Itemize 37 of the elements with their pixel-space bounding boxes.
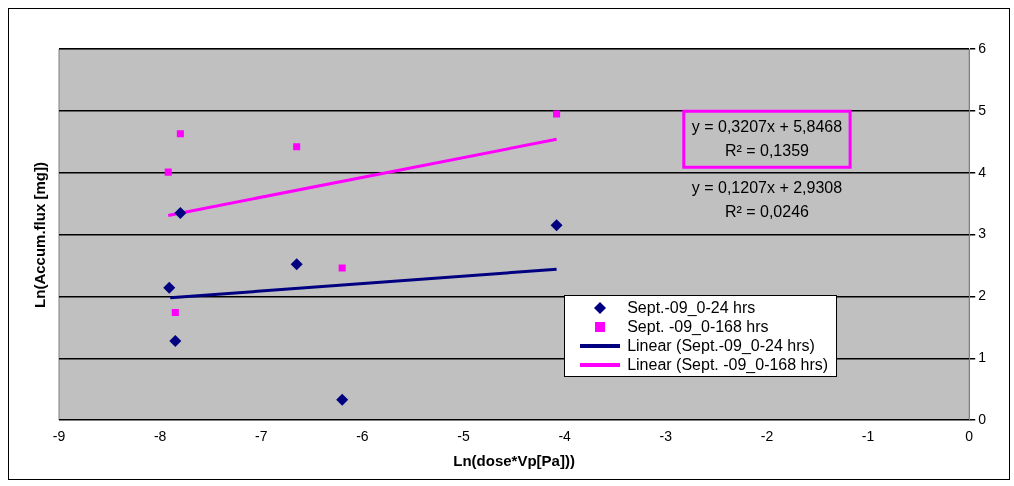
y-tick-label: 6 bbox=[978, 39, 987, 56]
annotation: y = 0,3207x + 5,8468 R² = 0,1359 bbox=[691, 117, 843, 159]
point bbox=[290, 258, 303, 271]
legend-label: Linear (Sept. -09_0-168 hrs) bbox=[627, 355, 829, 375]
y-tick-label: 4 bbox=[978, 163, 987, 180]
point bbox=[163, 281, 176, 294]
y-tick-label: 2 bbox=[978, 287, 987, 304]
x-tick-label: -4 bbox=[558, 428, 572, 445]
x-tick-label: -5 bbox=[457, 428, 470, 445]
x-axis-title: Ln(dose*Vp[Pa])) bbox=[453, 452, 575, 470]
legend-label: Sept. -09_0-168 hrs bbox=[627, 317, 769, 337]
x-tick-label: 0 bbox=[965, 428, 974, 445]
y-axis-title: Ln(Accum.flux [mg]) bbox=[30, 161, 48, 308]
legend-label: Linear (Sept.-09_0-24 hrs) bbox=[627, 336, 815, 356]
x-tick-label: -7 bbox=[255, 428, 268, 445]
x-tick-label: -6 bbox=[356, 428, 369, 445]
point bbox=[550, 219, 563, 232]
y-tick-label: 5 bbox=[978, 101, 987, 118]
point bbox=[174, 206, 187, 219]
annotation: y = 0,1207x + 2,9308 R² = 0,0246 bbox=[691, 179, 843, 221]
x-tick-label: -9 bbox=[52, 428, 66, 445]
legend-label: Sept.-09_0-24 hrs bbox=[627, 298, 756, 318]
x-tick-label: -1 bbox=[861, 428, 875, 445]
x-tick-label: -8 bbox=[153, 428, 167, 445]
x-tick-label: -2 bbox=[760, 428, 774, 445]
y-tick-label: 3 bbox=[978, 225, 987, 242]
point bbox=[338, 264, 346, 272]
point bbox=[553, 110, 561, 118]
point bbox=[171, 309, 179, 317]
x-tick-label: -3 bbox=[659, 428, 673, 445]
point bbox=[336, 393, 349, 406]
point bbox=[293, 143, 301, 151]
point bbox=[176, 130, 184, 138]
y-tick-label: 0 bbox=[978, 411, 987, 428]
y-tick-label: 1 bbox=[978, 349, 987, 366]
point bbox=[169, 335, 182, 348]
point bbox=[164, 168, 172, 176]
